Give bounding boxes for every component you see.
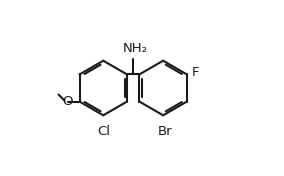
Text: O: O: [62, 95, 73, 108]
Text: Cl: Cl: [97, 125, 110, 138]
Text: Br: Br: [158, 125, 172, 138]
Text: F: F: [192, 66, 200, 79]
Text: NH₂: NH₂: [122, 42, 147, 55]
